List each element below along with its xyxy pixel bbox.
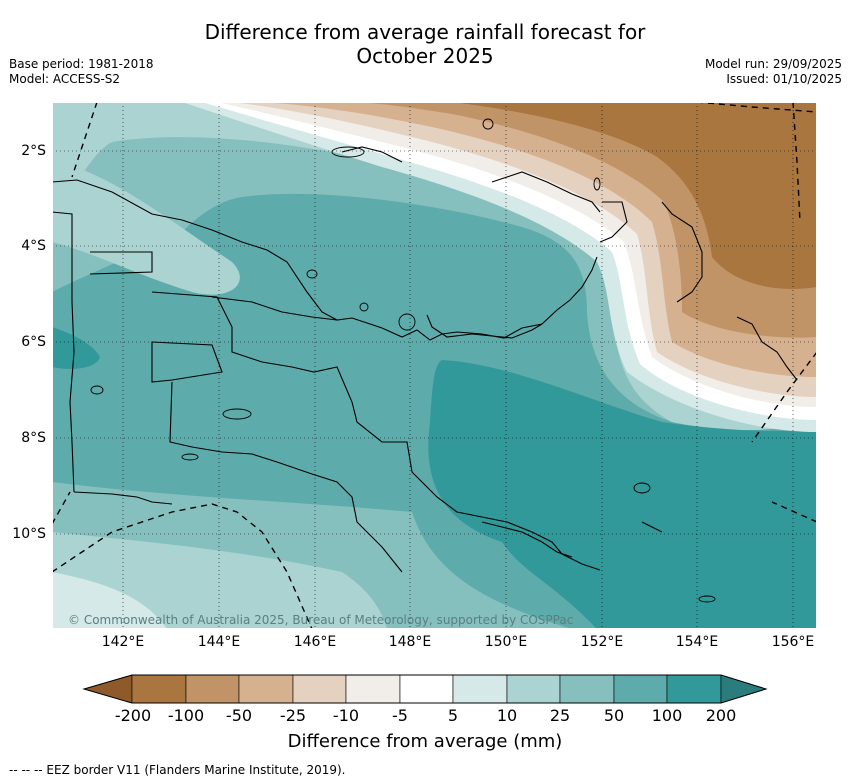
colorbar-label: -100 [167, 706, 205, 725]
colorbar-label: -5 [392, 706, 408, 725]
colorbar-extend-low [82, 674, 133, 704]
colorbar-label: 5 [447, 706, 459, 725]
x-tick-150e: 150°E [484, 634, 528, 650]
x-tick-152e: 152°E [580, 634, 624, 650]
colorbar-label: -50 [225, 706, 253, 725]
colorbar-label: 100 [651, 706, 683, 725]
colorbar-segment-5 [452, 674, 508, 704]
issued-date: Issued: 01/10/2025 [726, 72, 842, 86]
meta-left: Base period: 1981-2018 Model: ACCESS-S2 [9, 57, 154, 87]
colorbar-segment-50 [613, 674, 668, 704]
y-tick-6s: 6°S [21, 334, 46, 350]
colorbar-label: 200 [705, 706, 737, 725]
colorbar-label: -25 [279, 706, 307, 725]
eez-borders [52, 102, 817, 629]
colorbar-segment-100 [666, 674, 722, 704]
colorbar-segment-25 [559, 674, 615, 704]
islands [90, 118, 716, 603]
meta-right: Model run: 29/09/2025 Issued: 01/10/2025 [705, 57, 842, 87]
colorbar-segment-minus10 [345, 674, 401, 704]
colorbar-label: 50 [603, 706, 625, 725]
y-tick-4s: 4°S [21, 238, 46, 254]
colorbar-segment-10 [506, 674, 561, 704]
field-10-25-nw [52, 162, 240, 295]
colorbar [82, 674, 768, 704]
copyright-credit: © Commonwealth of Australia 2025, Bureau… [68, 613, 574, 627]
colorbar-label: 25 [549, 706, 571, 725]
colorbar-label: -200 [114, 706, 152, 725]
x-tick-148e: 148°E [388, 634, 432, 650]
model-run: Model run: 29/09/2025 [704, 57, 842, 71]
model-name: Model: ACCESS-S2 [9, 72, 121, 86]
eez-legend-note: -- -- -- EEZ border V11 (Flanders Marine… [9, 763, 346, 777]
colorbar-extend-high [720, 674, 768, 704]
field-100-200 [428, 360, 817, 629]
field-minus100-200 [452, 102, 817, 289]
y-tick-10s: 10°S [12, 526, 46, 542]
colorbar-label: 10 [496, 706, 518, 725]
colorbar-segment-minus200 [131, 674, 187, 704]
x-tick-154e: 154°E [675, 634, 719, 650]
base-period: Base period: 1981-2018 [9, 57, 154, 71]
field-5-10-sw2 [52, 572, 167, 629]
y-tick-2s: 2°S [21, 143, 46, 159]
map-title: Difference from average rainfall forecas… [0, 20, 850, 68]
colorbar-title: Difference from average (mm) [287, 731, 563, 752]
field-100-200-west [52, 327, 100, 369]
title-line-2: October 2025 [356, 44, 494, 68]
x-tick-142e: 142°E [101, 634, 145, 650]
colorbar-segment-minus5 [399, 674, 454, 704]
x-tick-156e: 156°E [771, 634, 815, 650]
coastlines [52, 146, 798, 573]
title-line-1: Difference from average rainfall forecas… [204, 20, 646, 44]
y-tick-8s: 8°S [21, 430, 46, 446]
rainfall-map [52, 102, 817, 629]
colorbar-segment-minus25 [292, 674, 347, 704]
colorbar-label: -10 [332, 706, 360, 725]
colorbar-segment-minus100 [185, 674, 240, 704]
colorbar-segment-minus50 [238, 674, 294, 704]
x-tick-144e: 144°E [197, 634, 241, 650]
x-tick-146e: 146°E [293, 634, 337, 650]
